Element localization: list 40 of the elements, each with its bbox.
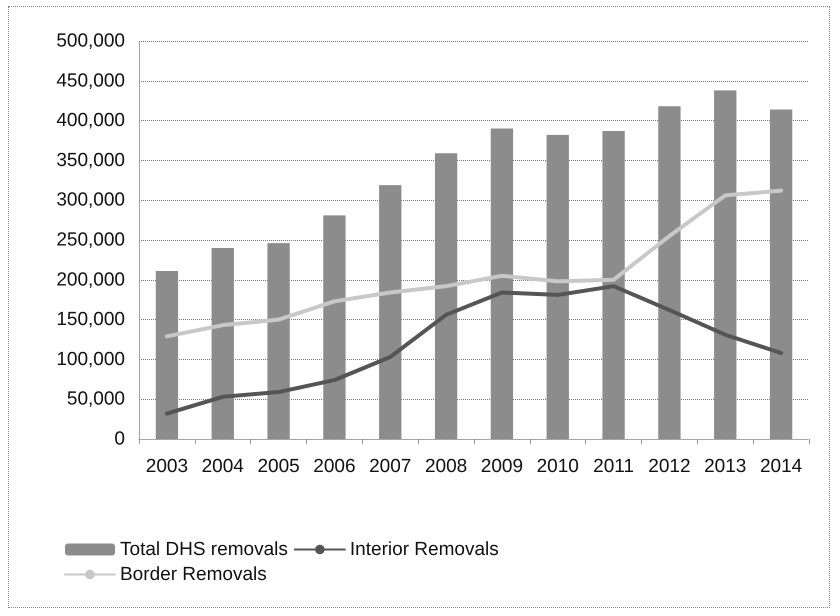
y-tick-label: 300,000 — [56, 190, 125, 211]
bar — [379, 185, 402, 439]
bar — [156, 271, 178, 439]
legend-label: Total DHS removals — [120, 539, 288, 560]
y-tick-label: 50,000 — [66, 388, 125, 410]
bar — [770, 109, 792, 439]
x-tick-label: 2010 — [536, 456, 579, 477]
bar — [267, 243, 290, 439]
y-tick-label: 350,000 — [56, 150, 125, 171]
bar — [546, 134, 569, 439]
line-series — [164, 284, 784, 416]
bar — [323, 215, 346, 439]
bar — [434, 153, 458, 439]
x-tick-label: 2006 — [313, 456, 356, 477]
bar — [658, 106, 681, 439]
y-tick-label: 400,000 — [56, 110, 125, 132]
y-tick-label: 0 — [114, 428, 125, 450]
y-tick-label: 100,000 — [56, 348, 125, 370]
x-tick-label: 2008 — [424, 456, 468, 477]
x-tick-label: 2009 — [480, 456, 524, 477]
line-series — [164, 188, 784, 338]
legend-label: Border Removals — [120, 564, 267, 585]
bar — [602, 130, 625, 439]
bar — [212, 248, 234, 439]
x-tick-label: 2004 — [202, 456, 244, 477]
legend-label: Interior Removals — [350, 539, 499, 560]
bar — [490, 128, 514, 439]
x-tick-label: 2014 — [760, 456, 803, 477]
y-tick-label: 450,000 — [56, 70, 125, 92]
x-tick-label: 2007 — [369, 456, 412, 477]
x-tick-label: 2013 — [704, 456, 746, 477]
x-tick-label: 2005 — [257, 456, 300, 477]
y-tick-label: 250,000 — [56, 230, 125, 250]
x-tick-label: 2011 — [593, 456, 634, 477]
bar — [714, 90, 736, 439]
x-tick-label: 2012 — [648, 456, 691, 477]
x-tick-label: 2003 — [146, 456, 188, 477]
y-tick-label: 150,000 — [56, 309, 125, 330]
y-tick-label: 500,000 — [56, 30, 125, 52]
y-tick-label: 200,000 — [56, 269, 125, 290]
